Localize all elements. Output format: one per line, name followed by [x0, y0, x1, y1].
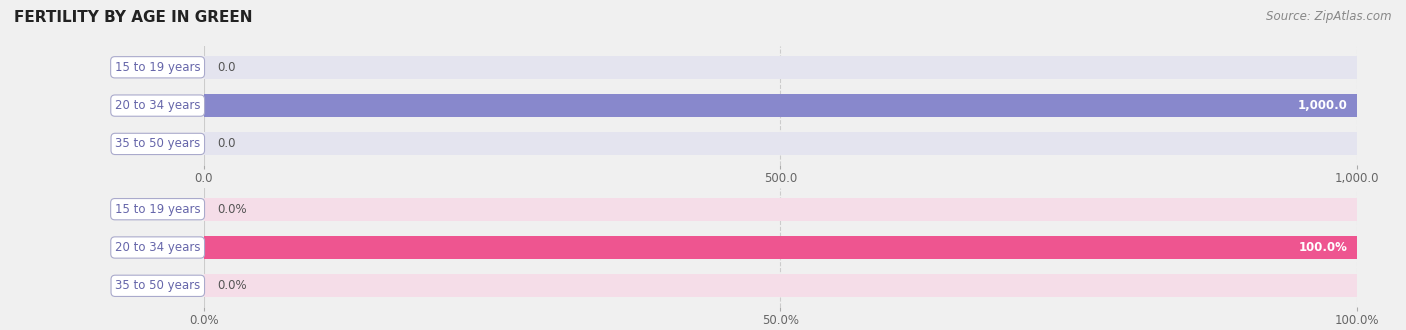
Text: Source: ZipAtlas.com: Source: ZipAtlas.com — [1267, 10, 1392, 23]
Text: 0.0: 0.0 — [218, 137, 236, 150]
Bar — [204, 198, 1357, 221]
Text: 20 to 34 years: 20 to 34 years — [115, 99, 201, 112]
Text: 35 to 50 years: 35 to 50 years — [115, 279, 201, 292]
Bar — [204, 94, 1357, 117]
Bar — [204, 132, 1357, 155]
Text: 20 to 34 years: 20 to 34 years — [115, 241, 201, 254]
Text: 0.0%: 0.0% — [218, 203, 247, 216]
Text: 15 to 19 years: 15 to 19 years — [115, 203, 201, 216]
Bar — [204, 236, 1357, 259]
Text: 0.0%: 0.0% — [218, 279, 247, 292]
Bar — [204, 94, 1357, 117]
Text: 15 to 19 years: 15 to 19 years — [115, 61, 201, 74]
Text: 100.0%: 100.0% — [1299, 241, 1347, 254]
Bar — [204, 56, 1357, 79]
Text: 0.0: 0.0 — [218, 61, 236, 74]
Text: 35 to 50 years: 35 to 50 years — [115, 137, 201, 150]
Text: 1,000.0: 1,000.0 — [1298, 99, 1347, 112]
Bar — [204, 274, 1357, 297]
Bar — [204, 236, 1357, 259]
Text: FERTILITY BY AGE IN GREEN: FERTILITY BY AGE IN GREEN — [14, 10, 253, 25]
